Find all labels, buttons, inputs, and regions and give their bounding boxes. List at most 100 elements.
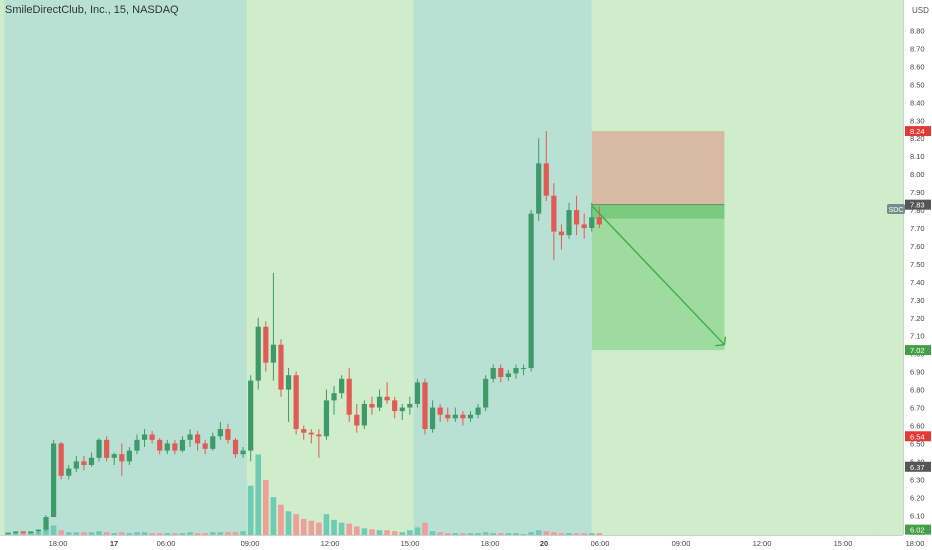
- session-band-pre: [413, 0, 592, 535]
- price-tick-label: 8.50: [910, 80, 925, 89]
- candle-body: [270, 344, 276, 363]
- time-tick-label: 20: [540, 539, 548, 548]
- price-tick-label: 6.90: [910, 368, 925, 377]
- volume-bar: [240, 531, 246, 535]
- candle-body: [195, 434, 201, 444]
- candle-body: [111, 454, 117, 458]
- price-label-text: 8.24: [910, 127, 925, 136]
- volume-bar: [255, 454, 262, 535]
- candle-body: [384, 396, 390, 401]
- candle-body: [202, 443, 208, 449]
- price-tick-label: 7.70: [910, 224, 925, 233]
- price-tick-label: 7.90: [910, 188, 925, 197]
- candle-body: [574, 210, 580, 225]
- volume-bar: [50, 525, 57, 535]
- session-band-pre: [4, 0, 247, 535]
- volume-bar: [111, 533, 118, 535]
- candle-body: [119, 454, 125, 462]
- volume-bar: [535, 530, 542, 535]
- candle-body: [331, 393, 337, 401]
- volume-bar: [558, 533, 565, 535]
- price-tick-label: 7.50: [910, 260, 925, 269]
- price-label-text: 7.02: [910, 346, 925, 355]
- volume-bar: [338, 522, 345, 535]
- volume-bar: [65, 532, 72, 535]
- volume-bar: [247, 485, 254, 535]
- candle-body: [460, 414, 466, 419]
- session-band-regular: [246, 0, 414, 535]
- candle-body: [43, 517, 49, 530]
- time-axis[interactable]: 18:00 17 06:00 09:00 12:00 15:00 18:00 20 06:00 0…: [0, 535, 932, 550]
- price-tick-label: 6.70: [910, 404, 925, 413]
- price-tick-label: 8.60: [910, 62, 925, 71]
- volume-bar: [384, 530, 390, 535]
- candle-body: [452, 414, 458, 419]
- time-tick-label: 12:00: [321, 539, 340, 548]
- candle-body: [505, 373, 511, 378]
- symbol-badge[interactable]: SDC: [887, 204, 905, 214]
- volume-bar: [467, 533, 474, 535]
- volume-bar: [551, 532, 557, 535]
- time-tick-label: 06:00: [591, 539, 610, 548]
- price-label-tag: [905, 461, 931, 472]
- candle-body: [66, 468, 72, 476]
- candle-body: [73, 461, 79, 469]
- candle-body: [543, 163, 549, 196]
- volume-bar: [353, 526, 360, 535]
- candle-body: [490, 368, 496, 379]
- candle-body: [35, 529, 42, 532]
- price-candles: [5, 131, 602, 535]
- candle-body: [172, 443, 178, 451]
- price-tick-label: 7.20: [910, 314, 925, 323]
- candle-body: [88, 457, 95, 465]
- price-tick-label: 8.40: [910, 98, 925, 107]
- volume-bar: [20, 533, 27, 535]
- candle-body: [422, 382, 428, 430]
- candle-body: [278, 344, 284, 390]
- candle-body: [248, 380, 254, 451]
- price-axis[interactable]: 6.006.106.206.306.406.506.606.706.806.90…: [903, 0, 932, 550]
- price-tick-label: 8.10: [910, 152, 925, 161]
- candle-body: [50, 443, 57, 518]
- volume-bar: [452, 533, 459, 535]
- candle-body: [58, 443, 64, 476]
- price-label-text: 6.54: [910, 432, 925, 441]
- candle-body: [354, 414, 360, 426]
- volume-bar: [528, 532, 534, 535]
- volume-bar: [437, 532, 443, 535]
- volume-bar: [460, 533, 466, 535]
- volume-bar: [596, 533, 603, 535]
- price-label-tag: [905, 345, 931, 356]
- volume-bar: [285, 511, 292, 535]
- volume-bar: [28, 533, 34, 535]
- price-label-tag: [905, 524, 931, 535]
- time-tick-label: 12:00: [753, 539, 772, 548]
- volume-bar: [164, 533, 171, 535]
- volume-bar: [225, 532, 231, 535]
- volume-bar: [376, 530, 383, 535]
- candle-body: [558, 231, 565, 236]
- volume-bar: [156, 533, 163, 535]
- volume-bar: [543, 531, 550, 535]
- time-tick-label: 15:00: [834, 539, 853, 548]
- candle-body: [339, 378, 345, 394]
- candle-body: [369, 403, 375, 408]
- volume-bar: [270, 497, 277, 535]
- volume-bar: [422, 522, 428, 535]
- currency-label: USD: [912, 6, 929, 15]
- entry-band: [591, 204, 725, 219]
- price-label-text: 7.83: [910, 201, 925, 210]
- price-tick-label: 7.80: [910, 206, 925, 215]
- candle-body: [308, 432, 314, 435]
- volume-bar: [194, 533, 201, 535]
- volume-bar: [429, 531, 436, 535]
- volume-bar: [278, 504, 284, 535]
- symbol-badge-label: SDC: [889, 207, 904, 214]
- volume-bar: [58, 530, 64, 535]
- volume-bar: [263, 480, 269, 535]
- volume-bar: [444, 533, 451, 535]
- candle-body: [28, 531, 34, 534]
- short-position-tool[interactable]: [591, 131, 727, 351]
- volume-bar: [520, 534, 527, 535]
